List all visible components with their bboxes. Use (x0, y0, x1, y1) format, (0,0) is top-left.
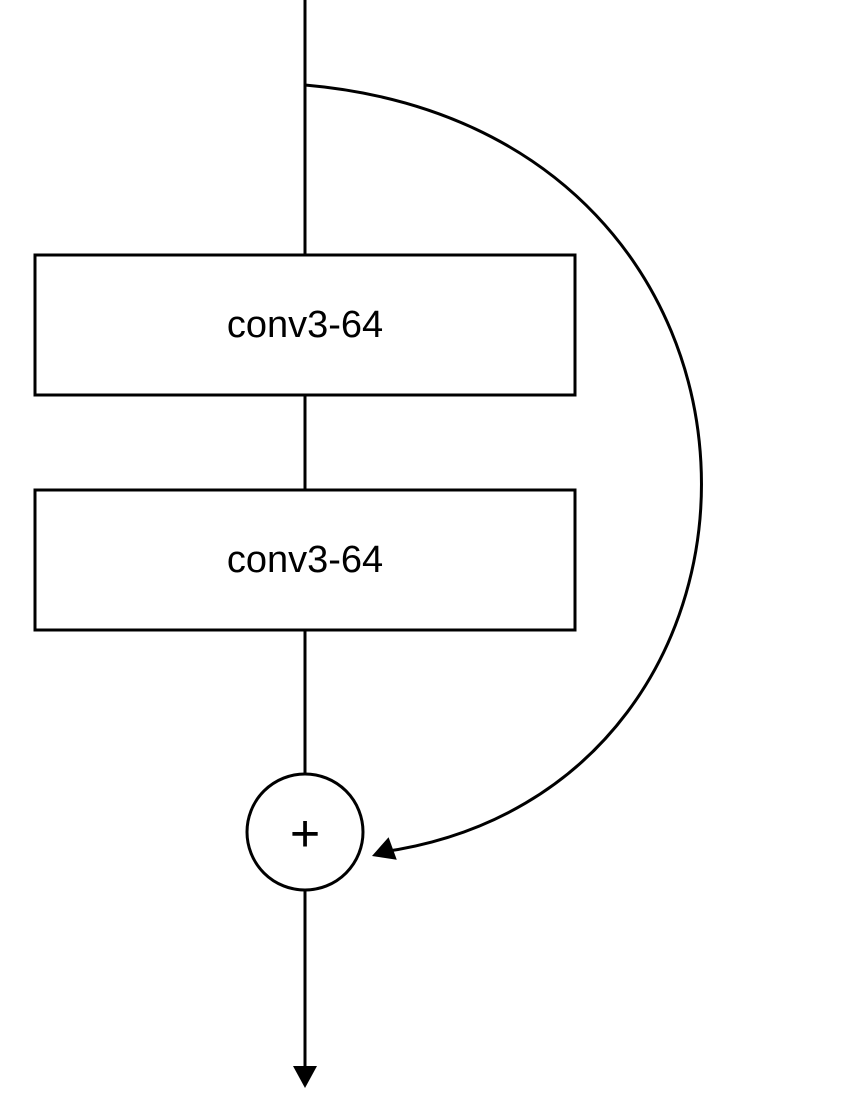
block-label-block2: conv3-64 (227, 539, 383, 581)
arrowhead-down-icon (293, 1066, 317, 1088)
skip-connection (305, 85, 701, 852)
arrowhead-left-icon (368, 837, 397, 867)
plus-icon: + (290, 805, 320, 863)
block-label-block1: conv3-64 (227, 304, 383, 346)
